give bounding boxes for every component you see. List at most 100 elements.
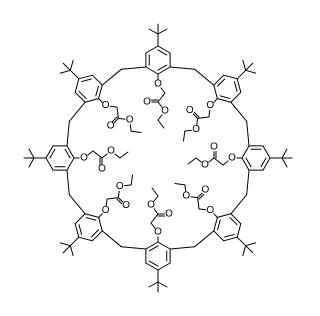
bridge-bond	[68, 101, 86, 122]
tbu-bond	[69, 236, 80, 247]
tbu-methyl	[281, 157, 288, 168]
bond	[157, 92, 166, 103]
ring-bond	[241, 145, 250, 159]
ring-bond	[216, 213, 232, 218]
atom-label: O	[192, 124, 200, 135]
bond	[174, 182, 186, 186]
bond	[116, 106, 119, 119]
atom-label: O	[154, 227, 162, 238]
atom-label: O	[143, 97, 151, 108]
ring-bond	[45, 145, 54, 159]
atom-label: O	[154, 79, 162, 90]
ring-bond	[223, 74, 238, 80]
tbu-methyl	[242, 59, 247, 71]
ring-bond	[84, 98, 100, 103]
label-bg	[200, 160, 210, 170]
aromatic-bond	[78, 90, 87, 99]
tbu-methyl	[281, 148, 288, 159]
bridge-bond	[66, 169, 70, 196]
bond	[119, 151, 129, 159]
ring-bond	[145, 45, 159, 54]
label-bg	[121, 200, 131, 210]
atom-label: O	[182, 191, 190, 202]
tbu-bond	[69, 69, 80, 80]
atom-label: O	[206, 100, 214, 111]
label-bg	[142, 97, 152, 107]
aromatic-bond	[157, 49, 168, 56]
aromatic-bond	[148, 260, 159, 267]
atom-label: O	[201, 160, 209, 171]
tbu-methyl	[148, 281, 159, 288]
atom-label: O	[165, 209, 173, 220]
atom-label: O	[161, 106, 169, 117]
ring-bond	[157, 66, 171, 75]
aromatic-bond	[85, 217, 97, 221]
atom-label: O	[102, 205, 110, 216]
label-bg	[200, 185, 210, 195]
ring-bond	[74, 223, 80, 238]
label-bg	[101, 205, 111, 215]
tbu-methyl	[157, 281, 168, 288]
label-bg	[101, 101, 111, 111]
label-bg	[227, 153, 237, 163]
atom-label: O	[186, 105, 194, 116]
atom-label: O	[102, 100, 110, 111]
tbu-methyl	[59, 242, 71, 247]
ring-bond	[66, 157, 75, 171]
bridge-bond	[246, 169, 250, 196]
aromatic-bond	[217, 78, 226, 87]
label-bg	[106, 121, 116, 131]
ring-bond	[98, 84, 103, 100]
ring-bond	[216, 98, 232, 103]
bond	[197, 197, 200, 210]
bond	[130, 174, 134, 186]
label-bg	[106, 146, 116, 156]
ring-bond	[74, 78, 80, 93]
bond	[150, 213, 159, 224]
tbu-methyl	[245, 242, 257, 247]
tbu-methyl	[69, 59, 74, 71]
ring-bond	[213, 84, 218, 100]
atom-label: O	[80, 153, 88, 164]
label-bg	[160, 106, 170, 116]
atom-label: O	[201, 184, 209, 195]
ring-bond	[145, 241, 159, 250]
tbu-methyl	[28, 157, 35, 168]
label-bg	[209, 142, 219, 152]
aromatic-bond	[90, 229, 99, 238]
tbu-methyl	[69, 245, 74, 257]
ring-bond	[236, 223, 242, 238]
label-bg	[115, 181, 125, 191]
atom-label: O	[116, 181, 124, 192]
aromatic-bond	[229, 217, 238, 226]
ring-bond	[262, 157, 271, 171]
ring-bond	[78, 74, 93, 80]
bond	[106, 197, 119, 200]
aromatic-bond	[148, 245, 159, 252]
aromatic-bond	[245, 157, 252, 168]
bridge-bond	[120, 66, 147, 70]
tbu-methyl	[245, 245, 254, 254]
label-bg	[205, 205, 215, 215]
tbu-methyl	[245, 69, 257, 74]
tbu-methyl	[148, 28, 159, 35]
aromatic-bond	[157, 64, 168, 71]
bridge-bond	[246, 120, 250, 147]
aromatic-bond	[78, 224, 83, 235]
tbu-methyl	[62, 62, 71, 71]
bond	[151, 187, 159, 197]
ring-bond	[78, 236, 93, 242]
label-bg	[146, 200, 156, 210]
ring-bond	[91, 230, 103, 242]
bridge-bond	[101, 230, 122, 248]
atom-label: O	[122, 200, 130, 211]
label-bg	[153, 79, 163, 89]
ring-bond	[230, 91, 242, 103]
aromatic-bond	[224, 233, 235, 238]
tbu-methyl	[28, 148, 35, 159]
ring-bond	[74, 213, 86, 225]
ring-bond	[84, 213, 100, 218]
bridge-bond	[66, 120, 70, 147]
ring-bond	[262, 145, 271, 159]
aromatic-bond	[260, 157, 267, 168]
